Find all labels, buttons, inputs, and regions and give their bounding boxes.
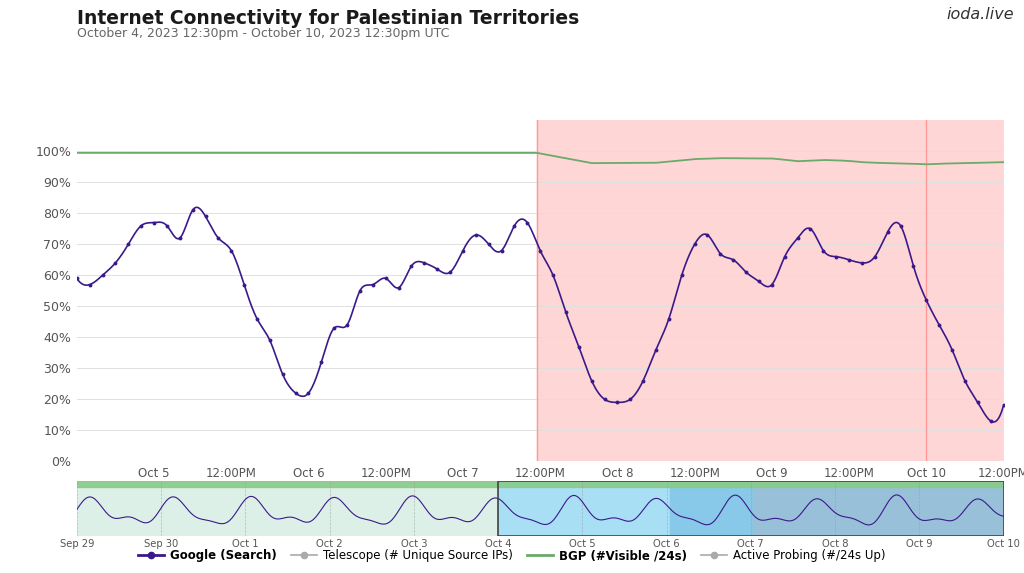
Bar [499, 481, 1004, 536]
X-axis label: Time (UTC): Time (UTC) [504, 484, 577, 497]
Text: October 4, 2023 12:30pm - October 10, 2023 12:30pm UTC: October 4, 2023 12:30pm - October 10, 20… [77, 27, 450, 40]
Bar [670, 481, 754, 536]
Legend: Google (Search), Telescope (# Unique Source IPs), BGP (#Visible /24s), Active Pr: Google (Search), Telescope (# Unique Sou… [134, 545, 890, 567]
Bar [499, 481, 670, 536]
Bar [77, 481, 499, 536]
Text: Internet Connectivity for Palestinian Territories: Internet Connectivity for Palestinian Te… [77, 9, 579, 28]
Bar [537, 120, 1004, 461]
Bar [754, 481, 1004, 536]
Bar [77, 481, 1004, 486]
Text: ioda.live: ioda.live [946, 7, 1014, 22]
